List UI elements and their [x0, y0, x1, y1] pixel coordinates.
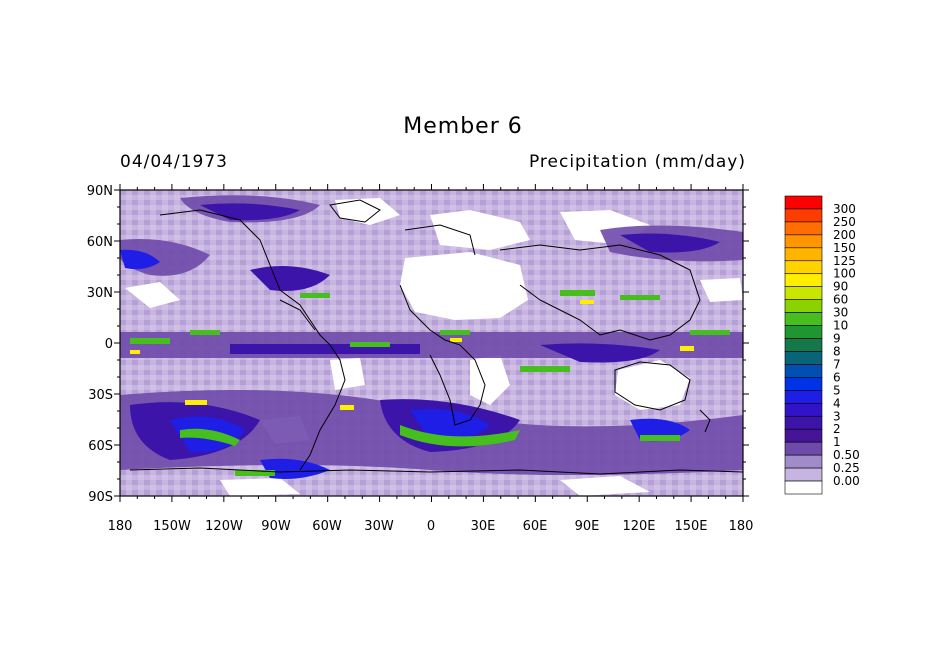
lat-tick-label: 30S: [88, 388, 113, 403]
colorbar-level-label: 2: [833, 422, 841, 436]
colorbar-swatch: [784, 454, 823, 469]
colorbar-level-label: 8: [833, 344, 841, 358]
colorbar-level-label: 100: [833, 267, 856, 281]
colorbar-swatch: [784, 260, 823, 275]
colorbar-swatch: [784, 428, 823, 443]
colorbar-level-label: 0.00: [833, 474, 860, 488]
colorbar-swatch: [784, 286, 823, 300]
colorbar-swatch: [784, 208, 823, 223]
colorbar-level-label: 3: [833, 409, 841, 423]
lon-tick-label: 120W: [205, 519, 243, 534]
colorbar-swatch: [784, 325, 823, 339]
colorbar-swatch: [784, 377, 823, 391]
lon-tick-label: 180: [729, 519, 754, 534]
colorbar-level-label: 0.50: [833, 448, 860, 462]
colorbar-swatch: [784, 273, 823, 287]
colorbar-swatch: [784, 467, 823, 482]
colorbar-swatch: [784, 338, 823, 352]
colorbar-level-label: 300: [833, 202, 856, 216]
lat-tick-label: 30N: [87, 286, 113, 301]
colorbar-level-label: 150: [833, 241, 856, 255]
colorbar-level-label: 4: [833, 396, 841, 410]
precipitation-field: [120, 190, 743, 496]
colorbar-swatch: [784, 415, 823, 430]
lon-tick-label: 60W: [312, 519, 342, 534]
colorbar-level-label: 6: [833, 370, 841, 384]
colorbar-level-label: 250: [833, 215, 856, 229]
lon-tick-label: 90E: [575, 519, 600, 534]
variable-label: Precipitation (mm/day): [528, 152, 746, 172]
lat-tick-label: 60N: [87, 235, 113, 250]
colorbar-level-label: 60: [833, 293, 848, 307]
colorbar-swatch: [784, 390, 823, 404]
lon-tick-label: 150E: [674, 519, 707, 534]
lat-tick-label: 0: [105, 337, 113, 352]
longitude-axis: 180 150W 120W 90W 60W 30W 0 30E 60E 90E …: [108, 519, 754, 534]
colorbar-level-label: 90: [833, 280, 848, 294]
map-title: Member 6: [403, 114, 523, 139]
colorbar-swatch: [784, 312, 823, 326]
colorbar-swatch: [784, 299, 823, 313]
lon-tick-label: 120E: [622, 519, 655, 534]
colorbar-swatch: [784, 403, 823, 417]
colorbar-level-label: 0.25: [833, 461, 860, 475]
lat-tick-label: 90N: [87, 184, 113, 199]
colorbar-swatch: [784, 351, 823, 365]
colorbar-swatch: [784, 221, 823, 236]
colorbar-level-label: 200: [833, 228, 856, 242]
colorbar-swatch: [784, 234, 823, 249]
colorbar-swatch: [784, 247, 823, 262]
lon-tick-label: 150W: [153, 519, 191, 534]
colorbar-level-label: 10: [833, 319, 848, 333]
axis-ticks: [114, 184, 749, 502]
lat-tick-label: 90S: [88, 490, 113, 505]
colorbar-level-label: 7: [833, 357, 841, 371]
lon-tick-label: 90W: [261, 519, 291, 534]
colorbar-swatch: [784, 195, 823, 210]
colorbar-swatch: [784, 364, 823, 378]
lon-tick-label: 180: [108, 519, 133, 534]
colorbar-level-label: 5: [833, 383, 841, 397]
lon-tick-label: 30W: [364, 519, 394, 534]
colorbar-swatch: [784, 480, 823, 495]
lon-tick-label: 0: [427, 519, 435, 534]
colorbar-level-label: 30: [833, 306, 848, 320]
colorbar-level-label: 9: [833, 332, 841, 346]
lon-tick-label: 60E: [523, 519, 548, 534]
colorbar-level-label: 1: [833, 435, 841, 449]
lat-tick-label: 60S: [88, 439, 113, 454]
lon-tick-label: 30E: [471, 519, 496, 534]
colorbar-swatch: [784, 441, 823, 456]
date-label: 04/04/1973: [120, 152, 228, 172]
colorbar: 300250200150125100906030109876543210.500…: [784, 195, 860, 495]
latitude-axis: 90N 60N 30N 0 30S 60S 90S: [87, 184, 113, 505]
colorbar-level-label: 125: [833, 254, 856, 268]
